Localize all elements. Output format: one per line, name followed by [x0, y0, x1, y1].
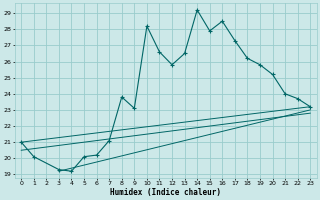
X-axis label: Humidex (Indice chaleur): Humidex (Indice chaleur) — [110, 188, 221, 197]
